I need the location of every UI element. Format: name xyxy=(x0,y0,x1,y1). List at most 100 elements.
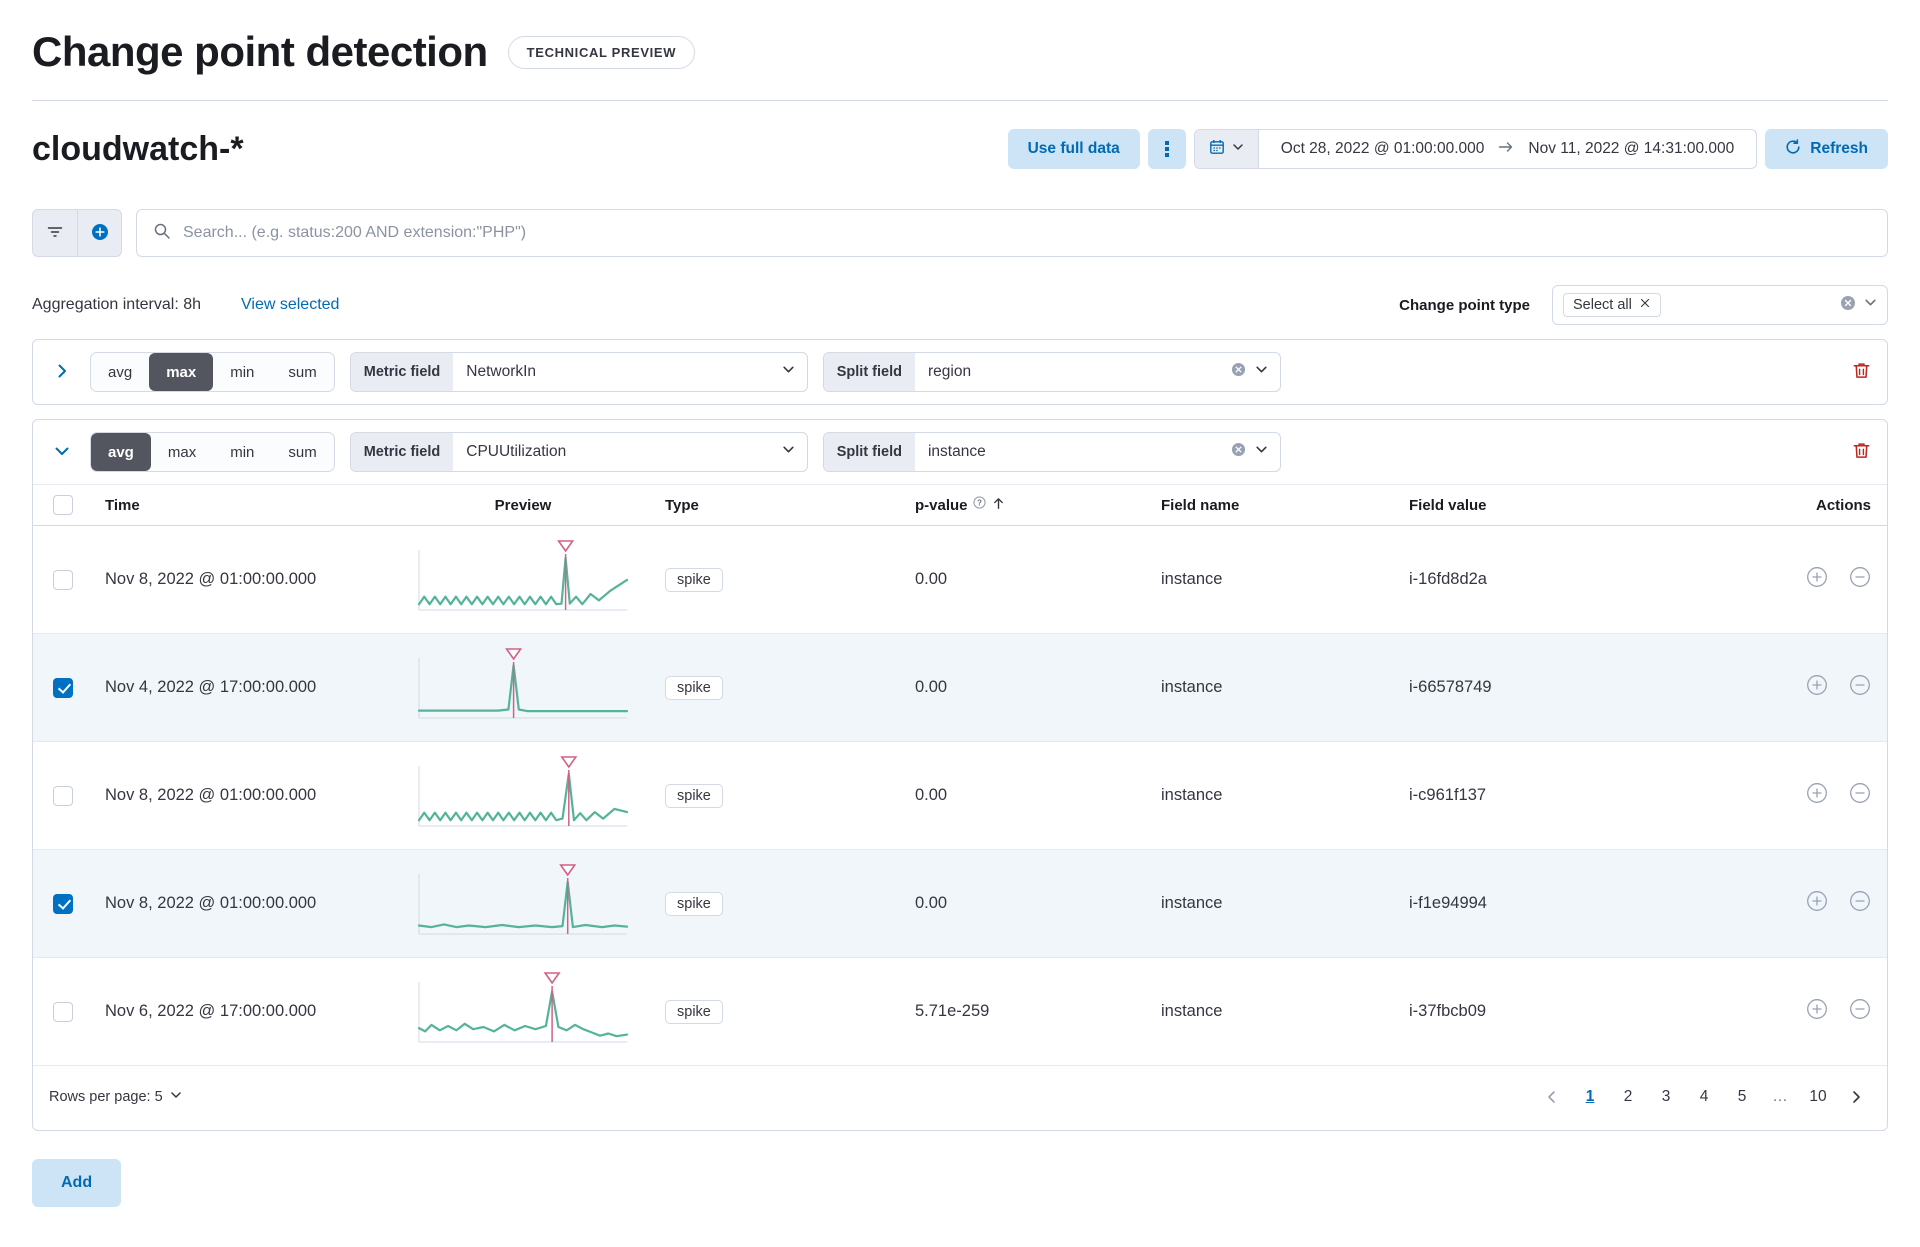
clear-selection-icon[interactable] xyxy=(1840,295,1856,316)
page-button-4[interactable]: 4 xyxy=(1689,1082,1719,1112)
agg-min-button[interactable]: min xyxy=(213,433,271,471)
date-end[interactable]: Nov 11, 2022 @ 14:31:00.000 xyxy=(1528,140,1735,157)
agg-avg-button[interactable]: avg xyxy=(91,353,149,391)
search-row xyxy=(32,209,1888,257)
split-field-label: Split field xyxy=(823,433,915,471)
col-time[interactable]: Time xyxy=(105,496,140,514)
table-pagination: Rows per page: 5 1 2 3 4 5 … 10 xyxy=(33,1066,1887,1130)
date-range-picker[interactable]: Oct 28, 2022 @ 01:00:00.000 Nov 11, 2022… xyxy=(1193,129,1758,169)
filter-out-value-button[interactable] xyxy=(1849,782,1871,809)
filter-for-value-button[interactable] xyxy=(1806,998,1828,1025)
panel-controls: avg max min sum Metric field CPUUtilizat… xyxy=(33,420,1887,484)
search-input[interactable] xyxy=(183,224,1871,242)
split-field-combobox[interactable]: Split field region xyxy=(822,352,1281,392)
aggregation-interval-label: Aggregation interval: 8h xyxy=(32,296,201,313)
filter-for-value-button[interactable] xyxy=(1806,782,1828,809)
arrow-right-icon xyxy=(1498,139,1514,160)
page-button-2[interactable]: 2 xyxy=(1613,1082,1643,1112)
collapse-panel-button[interactable] xyxy=(49,439,75,465)
col-p-value[interactable]: p-value ? xyxy=(907,495,1153,515)
row-field-name: instance xyxy=(1161,894,1223,912)
view-selected-link[interactable]: View selected xyxy=(241,296,340,313)
toolbar: cloudwatch-* Use full data Oct 28, 2022 … xyxy=(32,129,1888,169)
chevron-down-icon xyxy=(1864,296,1877,314)
agg-max-button[interactable]: max xyxy=(149,353,214,391)
row-field-value: i-f1e94994 xyxy=(1409,894,1487,912)
date-quick-select-button[interactable] xyxy=(1194,130,1259,168)
delete-config-button[interactable] xyxy=(1852,441,1871,463)
selected-type-pill[interactable]: Select all xyxy=(1563,293,1661,317)
filter-icon xyxy=(47,224,63,243)
config-panel-networkin: avg max min sum Metric field NetworkIn S… xyxy=(32,339,1888,405)
next-page-button[interactable] xyxy=(1841,1082,1871,1112)
filter-out-value-button[interactable] xyxy=(1849,566,1871,593)
filter-out-value-button[interactable] xyxy=(1849,890,1871,917)
row-time: Nov 4, 2022 @ 17:00:00.000 xyxy=(105,678,317,696)
panel-controls: avg max min sum Metric field NetworkIn S… xyxy=(33,340,1887,404)
question-in-circle-icon: ? xyxy=(972,495,986,513)
page-button-1[interactable]: 1 xyxy=(1575,1082,1605,1112)
expand-panel-button[interactable] xyxy=(49,359,75,385)
trash-icon xyxy=(1852,361,1871,383)
boxes-vertical-button[interactable] xyxy=(1147,129,1186,169)
table-row: Nov 8, 2022 @ 01:00:00.000 spike 0.00 in… xyxy=(33,850,1887,958)
metric-field-select[interactable]: Metric field CPUUtilization xyxy=(349,432,808,472)
technical-preview-badge: TECHNICAL PREVIEW xyxy=(507,35,696,69)
preview-sparkline xyxy=(413,970,633,1053)
col-type: Type xyxy=(665,496,699,514)
row-checkbox[interactable] xyxy=(53,677,73,698)
date-start[interactable]: Oct 28, 2022 @ 01:00:00.000 xyxy=(1280,140,1485,157)
change-type-badge: spike xyxy=(665,567,723,592)
clear-split-field-icon[interactable] xyxy=(1231,442,1246,462)
agg-sum-button[interactable]: sum xyxy=(271,433,333,471)
change-type-badge: spike xyxy=(665,675,723,700)
row-checkbox[interactable] xyxy=(53,785,73,806)
agg-min-button[interactable]: min xyxy=(213,353,271,391)
row-field-name: instance xyxy=(1161,1002,1223,1020)
split-field-value: region xyxy=(927,363,972,380)
row-p-value: 0.00 xyxy=(915,570,948,588)
page-ellipsis: … xyxy=(1772,1088,1788,1105)
change-type-badge: spike xyxy=(665,891,723,916)
page-header: Change point detection TECHNICAL PREVIEW xyxy=(32,28,1888,76)
split-field-combobox[interactable]: Split field instance xyxy=(822,432,1281,472)
filter-for-value-button[interactable] xyxy=(1806,890,1828,917)
use-full-data-button[interactable]: Use full data xyxy=(1007,129,1140,169)
change-point-type-combobox[interactable]: Select all xyxy=(1552,285,1888,325)
select-all-checkbox[interactable] xyxy=(53,495,73,515)
remove-pill-icon[interactable] xyxy=(1639,297,1651,313)
preview-sparkline xyxy=(413,538,633,621)
plus-in-circle-icon xyxy=(91,223,109,244)
filter-out-value-button[interactable] xyxy=(1849,674,1871,701)
page-button-3[interactable]: 3 xyxy=(1651,1082,1681,1112)
filter-list-button[interactable] xyxy=(33,210,77,256)
table-row: Nov 4, 2022 @ 17:00:00.000 spike 0.00 in… xyxy=(33,634,1887,742)
page-button-10[interactable]: 10 xyxy=(1803,1082,1833,1112)
col-preview: Preview xyxy=(494,496,552,514)
add-filter-button[interactable] xyxy=(77,210,121,256)
row-checkbox[interactable] xyxy=(53,1001,73,1022)
filter-out-value-button[interactable] xyxy=(1849,998,1871,1025)
refresh-button[interactable]: Refresh xyxy=(1765,129,1888,169)
filter-for-value-button[interactable] xyxy=(1806,566,1828,593)
rows-per-page-button[interactable]: Rows per page: 5 xyxy=(49,1089,182,1105)
chevron-down-icon xyxy=(782,443,795,461)
agg-max-button[interactable]: max xyxy=(151,433,213,471)
delete-config-button[interactable] xyxy=(1852,361,1871,383)
row-field-name: instance xyxy=(1161,786,1223,804)
page-button-5[interactable]: 5 xyxy=(1727,1082,1757,1112)
agg-avg-button[interactable]: avg xyxy=(91,433,151,471)
chevron-right-icon xyxy=(54,363,70,382)
filter-for-value-button[interactable] xyxy=(1806,674,1828,701)
row-checkbox[interactable] xyxy=(53,569,73,590)
agg-function-group: avg max min sum xyxy=(90,352,335,392)
clear-split-field-icon[interactable] xyxy=(1231,362,1246,382)
row-checkbox[interactable] xyxy=(53,893,73,914)
previous-page-button[interactable] xyxy=(1537,1082,1567,1112)
add-config-button[interactable]: Add xyxy=(32,1159,122,1207)
agg-sum-button[interactable]: sum xyxy=(271,353,333,391)
table-header: Time Preview Type p-value ? Field name F… xyxy=(33,484,1887,526)
metric-field-select[interactable]: Metric field NetworkIn xyxy=(349,352,808,392)
chevron-down-icon xyxy=(1255,363,1268,381)
selected-type-label: Select all xyxy=(1573,297,1632,313)
